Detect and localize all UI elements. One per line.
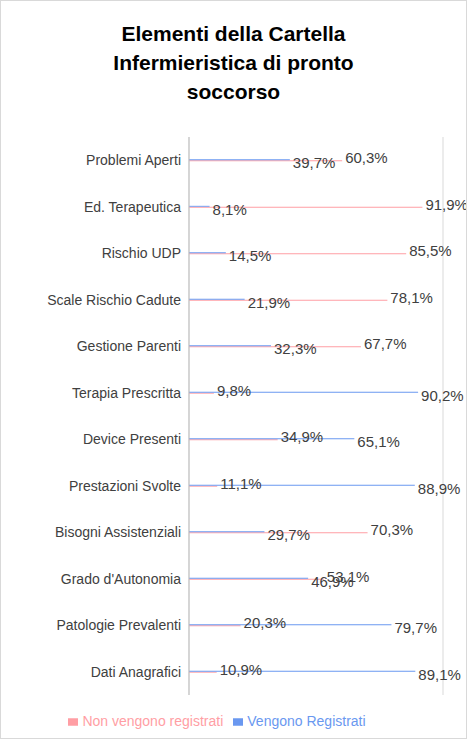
svg-text:Rischio UDP: Rischio UDP: [102, 245, 181, 261]
svg-text:34,9%: 34,9%: [281, 428, 324, 445]
svg-text:20,3%: 20,3%: [244, 614, 287, 631]
svg-text:8,1%: 8,1%: [213, 201, 247, 218]
svg-text:60,3%: 60,3%: [345, 149, 388, 166]
svg-text:Patologie Prevalenti: Patologie Prevalenti: [56, 617, 181, 633]
svg-text:Prestazioni Svolte: Prestazioni Svolte: [69, 478, 181, 494]
svg-text:11,1%: 11,1%: [220, 475, 261, 492]
svg-text:46,9%: 46,9%: [311, 573, 354, 590]
svg-text:9,8%: 9,8%: [217, 382, 251, 399]
svg-text:Dati Anagrafici: Dati Anagrafici: [91, 664, 181, 680]
svg-text:90,2%: 90,2%: [421, 387, 459, 404]
svg-text:Gestione Parenti: Gestione Parenti: [77, 338, 181, 354]
svg-text:21,9%: 21,9%: [248, 294, 291, 311]
html-text:Vengono Registrati: Vengono Registrati: [247, 713, 366, 729]
svg-text:10,9%: 10,9%: [220, 661, 263, 678]
svg-text:67,7%: 67,7%: [364, 335, 407, 352]
svg-text:79,7%: 79,7%: [394, 619, 437, 636]
svg-text:Terapia Prescritta: Terapia Prescritta: [72, 385, 181, 401]
svg-text:Ed. Terapeutica: Ed. Terapeutica: [84, 199, 181, 215]
html-text:Non vengono registrati: Non vengono registrati: [82, 713, 224, 729]
svg-text:91,9%: 91,9%: [425, 196, 459, 213]
svg-text:89,1%: 89,1%: [418, 666, 459, 683]
svg-text:70,3%: 70,3%: [371, 521, 414, 538]
svg-text:78,1%: 78,1%: [390, 289, 433, 306]
svg-text:Grado d'Autonomia: Grado d'Autonomia: [61, 571, 181, 587]
svg-text:14,5%: 14,5%: [229, 247, 272, 264]
html-text:Elementi della Cartella Inferm: Elementi della Cartella Infermieristica …: [113, 22, 354, 103]
svg-text:85,5%: 85,5%: [409, 242, 452, 259]
svg-text:Scale Rischio Cadute: Scale Rischio Cadute: [47, 292, 181, 308]
svg-text:32,3%: 32,3%: [274, 340, 317, 357]
svg-text:39,7%: 39,7%: [293, 154, 336, 171]
svg-text:88,9%: 88,9%: [418, 480, 459, 497]
svg-text:65,1%: 65,1%: [357, 433, 400, 450]
svg-text:Device Presenti: Device Presenti: [83, 431, 181, 447]
svg-text:Problemi Aperti: Problemi Aperti: [86, 152, 181, 168]
svg-text:29,7%: 29,7%: [267, 526, 310, 543]
svg-text:Bisogni Assistenziali: Bisogni Assistenziali: [55, 524, 181, 540]
